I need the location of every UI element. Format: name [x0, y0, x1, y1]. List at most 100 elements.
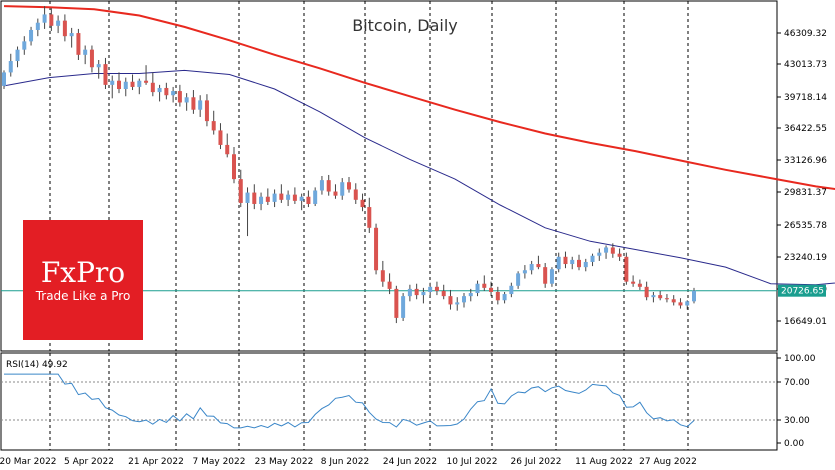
candle-body [103, 64, 108, 85]
candle-body [29, 29, 34, 42]
price-tick-label: 26535.78 [784, 221, 827, 231]
candle-body [570, 259, 575, 265]
candle-body [597, 252, 602, 256]
candle-body [644, 286, 649, 298]
candle-body [8, 61, 13, 73]
candle-body [651, 295, 656, 298]
time-axis-label: 21 Apr 2022 [128, 457, 184, 467]
time-axis-label: 8 Jun 2022 [321, 457, 369, 467]
logo-brand: FxPro [41, 256, 125, 289]
candle-body [664, 298, 669, 300]
candle-body [631, 281, 636, 284]
candle-body [313, 190, 318, 204]
candle-body [56, 20, 61, 26]
candle-body [96, 64, 101, 68]
candle-body [144, 80, 149, 83]
moving-averages [3, 5, 835, 286]
candle-body [509, 285, 514, 295]
candle-body [117, 80, 121, 89]
candle-body [543, 267, 548, 284]
candle-body [157, 87, 162, 93]
candle-body [218, 130, 223, 145]
candle-body [360, 199, 365, 208]
candle-body [184, 97, 189, 103]
candle-body [414, 288, 419, 296]
time-axis: 20 Mar 2022 5 Apr 2022 21 Apr 2022 7 May 20… [0, 457, 697, 467]
candle-body [340, 182, 345, 196]
candle-body [428, 286, 433, 292]
candle-body [76, 33, 81, 55]
candle-body [22, 41, 27, 50]
candle-body [448, 296, 453, 305]
candle-body [279, 193, 284, 200]
candle-body [272, 193, 277, 202]
candle-body [245, 192, 250, 203]
time-axis-label: 5 Apr 2022 [64, 457, 114, 467]
rsi-tick-label: 100.00 [784, 354, 816, 364]
candle-body [211, 121, 216, 131]
time-axis-label: 24 Jun 2022 [383, 457, 437, 467]
candle-body [89, 49, 94, 68]
candle-body [367, 207, 372, 228]
candle-body [374, 227, 379, 271]
candle-body [232, 154, 236, 180]
candle-body [292, 194, 297, 201]
rsi-level-lines [1, 381, 777, 421]
candle-body [462, 296, 466, 303]
time-axis-label: 7 May 2022 [193, 457, 246, 467]
candle-body [306, 196, 311, 204]
candle-body [455, 302, 460, 305]
candle-body [69, 33, 74, 37]
time-axis-label: 26 Jul 2022 [511, 457, 562, 467]
candle-body [49, 14, 54, 26]
price-tick-label: 46309.32 [784, 29, 827, 39]
candle-body [685, 301, 690, 306]
rsi-indicator-label: RSI(14) 49.92 [6, 360, 68, 370]
candle-body [387, 281, 392, 289]
candle-body [529, 264, 534, 271]
candle-body [522, 270, 527, 274]
candle-body [563, 256, 568, 265]
candle-body [347, 182, 351, 190]
candle-body [123, 81, 128, 89]
candle-body [150, 82, 155, 93]
candle-body [15, 49, 20, 62]
candle-body [617, 253, 622, 257]
candle-body [2, 72, 6, 86]
candle-body [177, 91, 182, 103]
candle-body [171, 91, 176, 96]
time-axis-label: 20 Mar 2022 [0, 457, 57, 467]
candle-body [62, 20, 67, 37]
candle-body [434, 286, 439, 291]
time-axis-label: 27 Aug 2022 [639, 457, 697, 467]
candle-body [259, 196, 264, 204]
candle-body [110, 80, 115, 85]
candle-body [333, 191, 338, 196]
candle-body [678, 302, 683, 306]
candle-body [658, 295, 663, 299]
candle-body [191, 97, 196, 110]
price-tick-label: 33126.96 [784, 156, 827, 166]
candle-body [624, 256, 629, 282]
candle-body [299, 196, 304, 201]
candle-body [441, 290, 446, 297]
candle-body [326, 180, 331, 192]
logo-background [23, 220, 143, 340]
candle-body [137, 80, 142, 87]
candle-body [692, 290, 696, 302]
chart-title: Bitcoin, Daily [352, 16, 458, 35]
fxpro-logo: FxPro Trade Like a Pro [23, 220, 143, 340]
price-tick-label: 36422.55 [784, 124, 827, 134]
candle-body [353, 189, 358, 200]
candle-body [238, 179, 243, 203]
candle-body [407, 288, 412, 297]
candle-body [536, 264, 541, 268]
time-axis-label: 10 Jul 2022 [447, 457, 498, 467]
current-price-badge [778, 284, 826, 297]
candle-body [489, 287, 494, 292]
candle-body [265, 196, 270, 202]
time-axis-label: 11 Aug 2022 [575, 457, 633, 467]
candle-body [671, 299, 676, 303]
candle-body [204, 100, 209, 122]
